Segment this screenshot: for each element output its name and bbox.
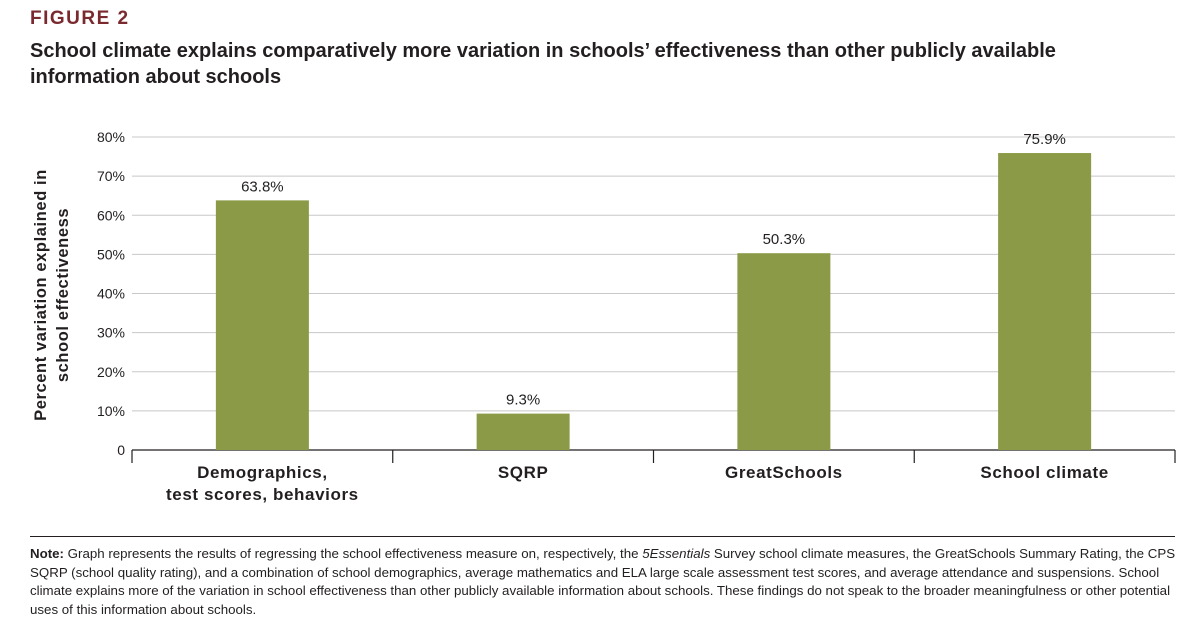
note-text-after: Survey school climate measures, the Grea… <box>30 546 1176 617</box>
bar <box>737 253 831 450</box>
category-label: Demographics, <box>197 463 328 482</box>
chart-note: Note: Graph represents the results of re… <box>30 545 1180 619</box>
bar <box>215 200 309 450</box>
category-label: GreatSchools <box>725 463 843 482</box>
category-label: test scores, behaviors <box>166 485 359 504</box>
bar-value-label: 50.3% <box>763 231 806 248</box>
y-tick-label: 20% <box>97 364 125 380</box>
note-italic: 5Essentials <box>642 546 711 561</box>
y-tick-label: 0 <box>117 442 125 458</box>
note-text-before: Graph represents the results of regressi… <box>63 546 643 561</box>
chart-title: School climate explains comparatively mo… <box>30 40 1056 88</box>
y-axis-label: Percent variation explained in <box>32 169 50 421</box>
bar <box>998 153 1092 450</box>
bar-value-label: 9.3% <box>506 392 540 409</box>
bar-chart: 0 10% 20% 30% 40% 50% 60% 70% 80% Percent variati… <box>32 129 1176 504</box>
note-prefix: Note: <box>30 546 64 561</box>
category-label: School climate <box>980 463 1108 482</box>
y-tick-label: 50% <box>97 246 125 262</box>
bar-value-label: 75.9% <box>1023 131 1066 148</box>
figure-label: FIGURE 2 <box>30 8 130 29</box>
bar <box>476 413 570 450</box>
y-tick-label: 40% <box>97 286 125 302</box>
y-tick-label: 60% <box>97 207 125 223</box>
y-tick-label: 80% <box>97 129 125 145</box>
y-axis-label: school effectiveness <box>54 208 72 382</box>
y-tick-label: 70% <box>97 168 125 184</box>
y-tick-label: 30% <box>97 325 125 341</box>
category-label: SQRP <box>498 463 549 482</box>
bar-value-label: 63.8% <box>241 178 284 195</box>
y-tick-label: 10% <box>97 403 125 419</box>
note-divider <box>30 536 1175 537</box>
